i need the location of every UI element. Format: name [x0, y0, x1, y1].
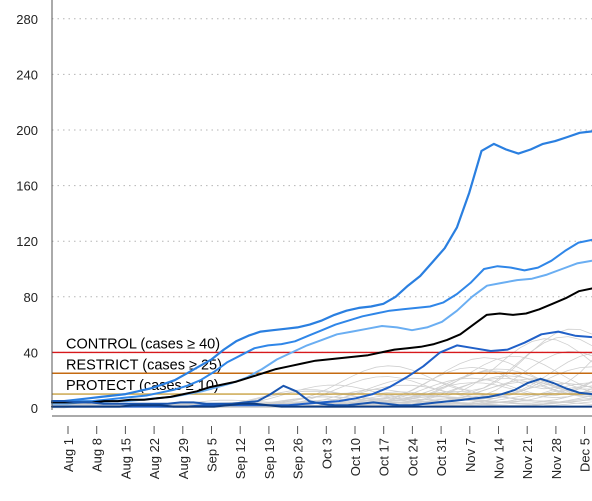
- series-line: [51, 402, 592, 408]
- series-line: [50, 130, 592, 403]
- threshold-label: CONTROL (cases ≥ 40): [66, 336, 220, 352]
- y-tick-label: 200: [16, 123, 38, 138]
- series-line: [51, 377, 592, 407]
- x-tick-label: Nov 7: [463, 438, 478, 472]
- x-tick-label: Sep 12: [233, 438, 248, 479]
- y-tick-label: 160: [16, 179, 38, 194]
- series-line: [51, 330, 592, 408]
- y-tick-label: 0: [31, 401, 38, 416]
- x-tick-label: Dec 5: [578, 438, 592, 472]
- highlighted-series-layer: [50, 130, 592, 408]
- x-tick-label: Oct 17: [377, 438, 392, 476]
- series-line: [51, 287, 592, 404]
- grid-layer: [52, 18, 592, 353]
- x-tick-label: Nov 21: [520, 438, 535, 479]
- x-tick-label: Oct 24: [405, 438, 420, 476]
- x-tick-label: Aug 1: [61, 438, 76, 472]
- y-tick-label: 240: [16, 67, 38, 82]
- threshold-layer: CONTROL (cases ≥ 40) RESTRICT (cases ≥ 25…: [52, 336, 592, 395]
- x-tick-label: Oct 3: [319, 438, 334, 469]
- y-tick-label: 120: [16, 234, 38, 249]
- y-tick-label: 280: [16, 12, 38, 27]
- x-tick-label: Oct 31: [434, 438, 449, 476]
- x-tick-label: Sep 5: [205, 438, 220, 472]
- x-tick-label: Sep 26: [291, 438, 306, 479]
- threshold-label: RESTRICT (cases ≥ 25): [66, 357, 222, 373]
- x-tick-label: Sep 19: [262, 438, 277, 479]
- series-line: [51, 238, 592, 404]
- x-tick-label: Aug 22: [147, 438, 162, 479]
- x-tick-label: Aug 8: [90, 438, 105, 472]
- x-tick-label: Aug 15: [118, 438, 133, 479]
- axis-layer: 0 40 80 120 160 200 240 280 Aug 1 Aug 8 Aug 15 Aug …: [16, 0, 592, 479]
- x-tick-label: Nov 14: [492, 438, 507, 479]
- x-tick-label: Oct 10: [348, 438, 363, 476]
- x-tick-label: Nov 28: [549, 438, 564, 479]
- y-tick-label: 40: [24, 345, 38, 360]
- threshold-label: PROTECT (cases ≥ 10): [66, 378, 219, 394]
- x-tick-label: Aug 29: [176, 438, 191, 479]
- y-tick-label: 80: [24, 290, 38, 305]
